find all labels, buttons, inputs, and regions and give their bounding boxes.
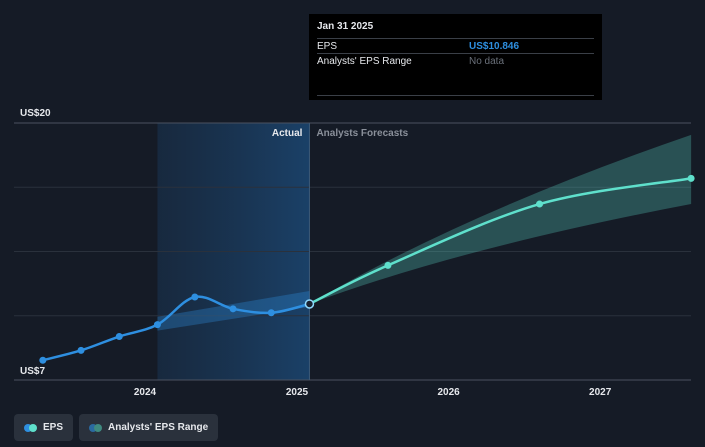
eps-point <box>153 321 161 329</box>
eps-legend-icon <box>24 423 37 432</box>
y-axis-bottom-label: US$7 <box>20 366 45 377</box>
x-tick-label: 2025 <box>286 387 309 398</box>
tooltip-row-eps: EPS US$10.846 <box>317 38 594 53</box>
x-tick-label: 2027 <box>589 387 612 398</box>
forecast-point <box>536 200 544 208</box>
legend-dot <box>94 423 103 432</box>
legend: EPS Analysts' EPS Range <box>14 414 219 441</box>
x-tick-label: 2026 <box>437 387 460 398</box>
legend-eps-label: EPS <box>43 422 64 433</box>
tooltip-eps-value: US$10.846 <box>469 41 520 52</box>
eps-point <box>229 305 237 313</box>
tooltip-date: Jan 31 2025 <box>317 21 374 32</box>
legend-item-eps[interactable]: EPS <box>14 414 74 441</box>
forecast-point <box>687 174 695 182</box>
forecast-range-band <box>309 134 692 304</box>
x-tick-label: 2024 <box>134 387 157 398</box>
legend-item-range[interactable]: Analysts' EPS Range <box>79 414 219 441</box>
tooltip: Jan 31 2025 EPS US$10.846 Analysts' EPS … <box>309 14 602 100</box>
forecast-label: Analysts Forecasts <box>316 128 408 139</box>
range-legend-icon <box>89 423 103 432</box>
legend-dot <box>89 423 98 432</box>
forecast-point <box>384 261 392 269</box>
actual-label: Actual <box>272 128 303 139</box>
eps-point <box>191 293 199 301</box>
y-axis-top-label: US$20 <box>20 108 51 119</box>
legend-range-label: Analysts' EPS Range <box>108 422 209 433</box>
tooltip-range-value: No data <box>469 56 505 67</box>
eps-point <box>267 309 275 317</box>
eps-point <box>39 356 47 364</box>
eps-point <box>115 333 123 341</box>
eps-point <box>77 346 85 354</box>
tooltip-divider <box>317 95 594 96</box>
tooltip-row-range: Analysts' EPS Range No data <box>317 53 594 68</box>
tooltip-range-label: Analysts' EPS Range <box>317 56 412 67</box>
tooltip-eps-label: EPS <box>317 41 338 52</box>
legend-dot <box>29 423 37 432</box>
eps-point <box>304 299 315 309</box>
legend-dot <box>24 423 32 432</box>
eps-forecast-line <box>308 177 692 306</box>
